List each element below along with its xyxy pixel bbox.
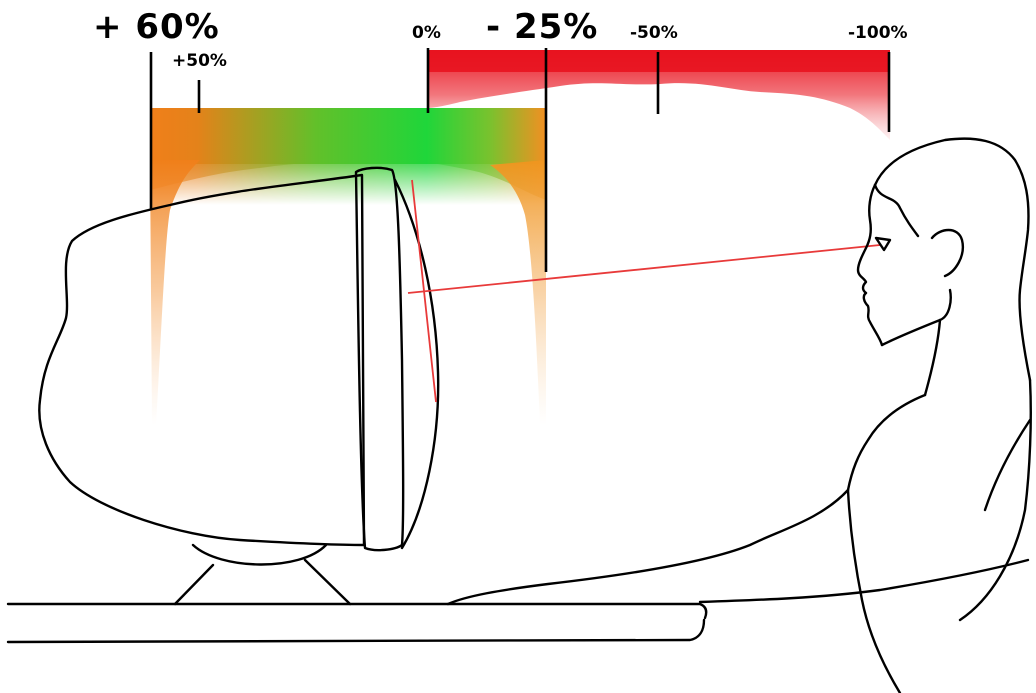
person-shoulder bbox=[846, 393, 927, 492]
person-face bbox=[856, 183, 884, 347]
label-minus-100: -100% bbox=[848, 23, 908, 43]
screen-normal-line bbox=[411, 179, 437, 403]
label-plus-50: +50% bbox=[172, 51, 227, 71]
person-arm bbox=[958, 378, 1032, 622]
monitor-bezel bbox=[354, 166, 405, 552]
person-ear bbox=[930, 228, 965, 278]
monitor-body bbox=[38, 173, 366, 547]
desk bbox=[6, 602, 708, 644]
label-plus-60: + 60% bbox=[93, 7, 220, 47]
increase-drip-left bbox=[150, 160, 200, 425]
scale-ticks bbox=[149, 48, 891, 272]
person bbox=[446, 137, 1032, 693]
neutral-increase-band bbox=[150, 108, 546, 208]
person-forearm bbox=[698, 558, 1030, 604]
person-neck bbox=[923, 318, 942, 397]
label-zero: 0% bbox=[412, 23, 441, 43]
person-upper-arm bbox=[446, 488, 850, 606]
label-minus-50: -50% bbox=[630, 23, 678, 43]
person-eye bbox=[874, 236, 892, 252]
label-minus-25: - 25% bbox=[486, 7, 598, 47]
line-of-sight bbox=[407, 179, 881, 403]
person-head bbox=[873, 137, 1032, 382]
crt-monitor bbox=[38, 166, 440, 606]
monitor-screen bbox=[393, 178, 440, 550]
monitor-stand bbox=[173, 558, 352, 606]
increase-drip-right bbox=[490, 160, 546, 425]
person-torso bbox=[846, 488, 902, 693]
